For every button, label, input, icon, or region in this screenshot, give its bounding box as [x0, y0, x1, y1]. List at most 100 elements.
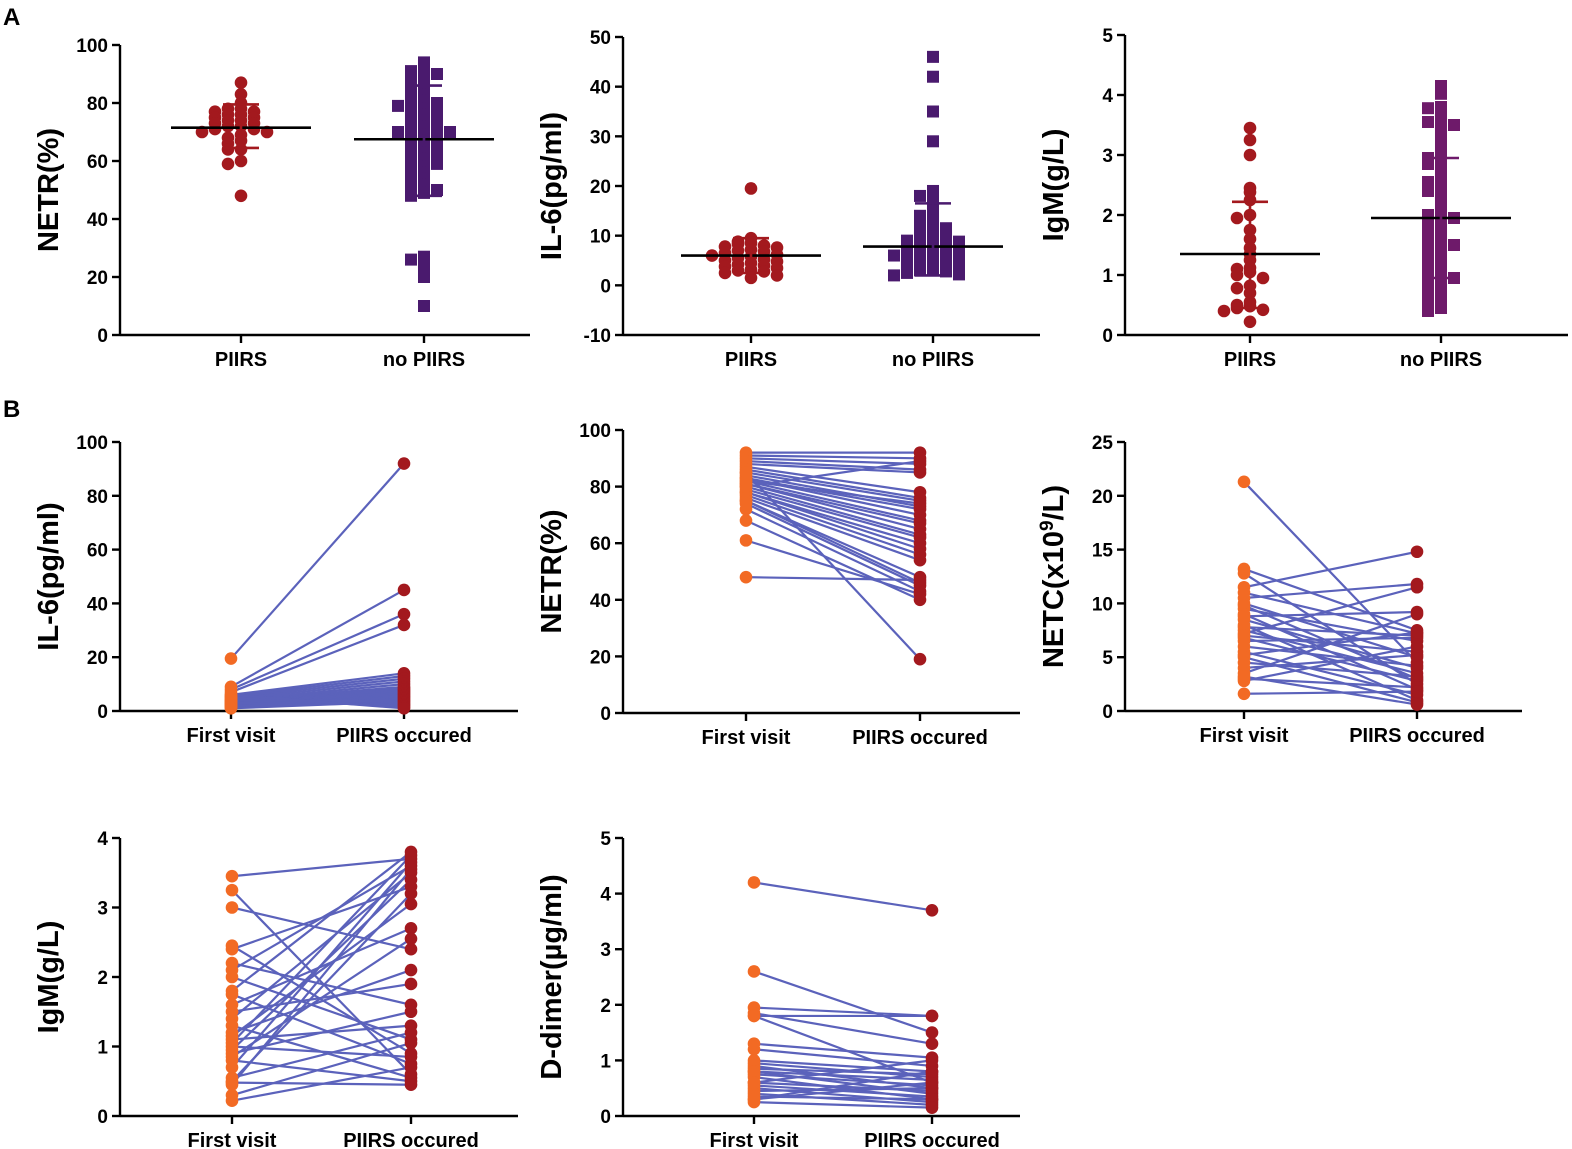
- data-point-piirs-occured: [925, 1026, 939, 1039]
- data-point-no-piirs: [431, 184, 443, 196]
- data-point-first-visit: [739, 502, 753, 516]
- x-category-label: PIIRS occured: [343, 1130, 479, 1149]
- chart-a1: 0 20 40 60 80 100 PIIRS no PIIRS NETR(%): [33, 36, 530, 371]
- data-point-no-piirs: [927, 105, 939, 118]
- data-point-no-piirs: [914, 209, 926, 222]
- data-point-no-piirs: [927, 135, 939, 148]
- paired-line: [231, 927, 412, 1006]
- data-point-piirs-occured: [925, 1009, 939, 1023]
- paired-line: [745, 502, 921, 587]
- chart-b2: 0 20 40 60 80 100 First visit PIIRS occured NETR…: [536, 421, 1020, 749]
- paired-line: [745, 479, 921, 505]
- data-point-no-piirs: [1422, 102, 1434, 115]
- y-axis-title: IgM(g/L): [1038, 129, 1070, 242]
- paired-line: [753, 1070, 933, 1101]
- data-point-no-piirs: [953, 268, 965, 281]
- x-category-label: First visit: [187, 725, 276, 747]
- data-point-piirs-occured: [913, 454, 927, 468]
- y-tick-label: 5: [600, 829, 611, 850]
- data-point-no-piirs: [927, 50, 939, 63]
- paired-line: [231, 868, 412, 1086]
- data-point-no-piirs: [914, 244, 926, 257]
- paired-line: [230, 462, 405, 660]
- data-point-no-piirs: [431, 137, 443, 150]
- data-point-no-piirs: [914, 189, 926, 202]
- data-point-piirs: [234, 189, 248, 203]
- paired-line: [753, 1070, 933, 1081]
- data-point-no-piirs: [914, 264, 926, 277]
- y-tick-label: 60: [87, 541, 108, 562]
- y-tick-label: 0: [97, 702, 108, 723]
- data-point-piirs: [744, 182, 758, 195]
- y-tick-label: 1: [97, 1038, 108, 1059]
- y-axis-title: IgM(g/L): [33, 921, 65, 1034]
- data-point-piirs: [731, 264, 745, 277]
- data-point-first-visit: [225, 1078, 239, 1092]
- y-tick-label: 3: [97, 899, 108, 920]
- paired-line: [230, 693, 405, 710]
- y-title-superscript: 9: [1037, 520, 1058, 531]
- data-point-piirs: [1256, 303, 1270, 317]
- data-point-piirs: [208, 122, 222, 136]
- data-point-piirs-occured: [913, 497, 927, 510]
- paired-line: [753, 970, 933, 1034]
- x-category-label: PIIRS: [725, 349, 777, 371]
- y-tick-label: 0: [600, 704, 611, 725]
- paired-line: [1243, 675, 1418, 706]
- data-point-first-visit: [747, 1093, 761, 1106]
- chart-b4: 0 1 2 3 4 First visit PIIRS occured IgM(g/L): [33, 829, 518, 1149]
- x-category-label: no PIIRS: [383, 349, 465, 371]
- data-point-piirs-occured: [925, 903, 939, 917]
- x-category-label: First visit: [188, 1130, 277, 1149]
- data-point-first-visit: [1237, 566, 1251, 580]
- data-point-piirs-occured: [925, 1037, 939, 1051]
- x-category-label: First visit: [702, 727, 791, 749]
- paired-line: [745, 496, 921, 562]
- data-point-first-visit: [739, 570, 753, 584]
- y-tick-label: 25: [1092, 433, 1114, 454]
- data-point-piirs-occured: [1410, 640, 1424, 653]
- y-tick-label: 0: [1102, 326, 1113, 347]
- data-point-piirs-occured: [404, 887, 418, 900]
- y-tick-label: 40: [590, 591, 611, 612]
- y-title-part: NETC(x10: [1038, 531, 1070, 668]
- panel-label-b: B: [3, 396, 20, 423]
- data-point-first-visit: [224, 652, 238, 665]
- paired-line: [753, 1062, 933, 1079]
- y-tick-label: 60: [590, 534, 611, 555]
- data-point-piirs-occured: [913, 553, 927, 567]
- data-point-piirs-occured: [404, 862, 418, 876]
- data-point-piirs-occured: [397, 618, 411, 632]
- paired-line: [1243, 645, 1418, 667]
- data-point-no-piirs: [418, 62, 430, 75]
- paired-line: [1243, 481, 1418, 664]
- y-tick-label: 80: [87, 94, 108, 115]
- paired-line: [745, 491, 921, 550]
- paired-line: [231, 864, 412, 972]
- data-point-piirs-occured: [1410, 607, 1424, 621]
- data-point-no-piirs: [418, 271, 430, 283]
- paired-line: [745, 508, 921, 593]
- paired-line: [231, 1010, 412, 1055]
- y-tick-label: 5: [1102, 648, 1113, 669]
- data-point-no-piirs: [392, 99, 404, 112]
- y-tick-label: 50: [590, 28, 611, 49]
- data-point-piirs-occured: [1410, 626, 1424, 639]
- paired-line: [1243, 550, 1418, 589]
- paired-line: [231, 1031, 412, 1079]
- y-tick-label: 100: [579, 421, 611, 442]
- data-point-no-piirs: [1422, 116, 1434, 128]
- paired-line: [745, 454, 921, 460]
- chart-b3: 0 5 10 15 20 25 First visit PIIRS occured NETC(x…: [1037, 433, 1522, 747]
- x-category-label: PIIRS occured: [336, 725, 472, 747]
- data-point-no-piirs: [901, 266, 913, 279]
- x-category-label: PIIRS occured: [1349, 725, 1485, 747]
- data-point-no-piirs: [392, 126, 404, 138]
- data-point-no-piirs: [1448, 239, 1460, 251]
- y-tick-label: 5: [1102, 26, 1113, 47]
- chart-b1: 0 20 40 60 80 100 First visit PIIRS occured IL-6…: [33, 433, 518, 747]
- y-tick-label: 4: [1102, 86, 1113, 107]
- data-point-no-piirs: [431, 157, 443, 170]
- data-point-no-piirs: [1435, 87, 1447, 100]
- data-point-no-piirs: [405, 120, 417, 133]
